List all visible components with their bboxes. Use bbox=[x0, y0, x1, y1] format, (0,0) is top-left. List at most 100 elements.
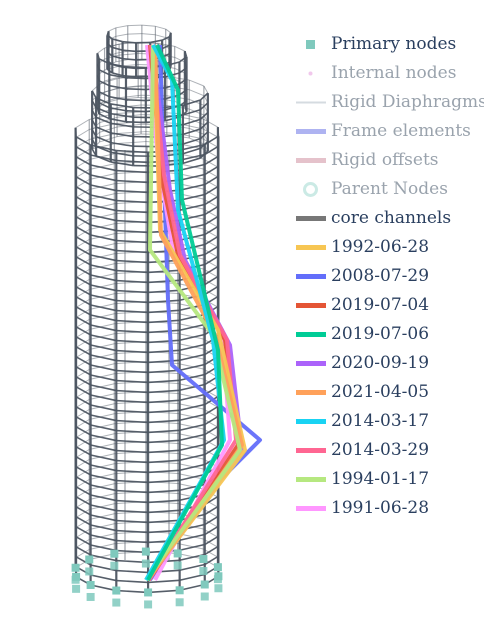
frame-beam bbox=[90, 234, 117, 242]
legend-item-2014-03-29[interactable]: 2014-03-29 bbox=[290, 436, 480, 465]
legend-label: Rigid offsets bbox=[331, 150, 439, 170]
legend-item-parent-nodes[interactable]: Parent Nodes bbox=[290, 175, 480, 204]
frame-beam bbox=[75, 556, 92, 566]
legend-item-2019-07-04[interactable]: 2019-07-04 bbox=[290, 291, 480, 320]
legend-item-1994-01-17[interactable]: 1994-01-17 bbox=[290, 465, 480, 494]
frame-beam bbox=[179, 423, 205, 432]
frame-beam bbox=[90, 324, 117, 332]
frame-beam bbox=[75, 179, 90, 189]
legend-item-rigid-diaphragms[interactable]: Rigid Diaphragms bbox=[290, 88, 484, 117]
primary-node bbox=[200, 580, 209, 589]
legend-item-rigid-offsets[interactable]: Rigid offsets bbox=[290, 146, 480, 175]
frame-beam bbox=[90, 384, 117, 392]
frame-beam bbox=[75, 226, 92, 236]
frame-beam bbox=[110, 122, 134, 128]
frame-beam bbox=[179, 363, 205, 372]
frame-beam bbox=[75, 306, 92, 316]
frame-beam bbox=[179, 463, 205, 472]
legend-item-2020-09-19[interactable]: 2020-09-19 bbox=[290, 349, 480, 378]
frame-beam bbox=[112, 63, 123, 68]
legend-item-frame-elements[interactable]: Frame elements bbox=[290, 117, 480, 146]
frame-beam bbox=[112, 46, 123, 51]
frame-beam bbox=[116, 259, 149, 264]
frame-beam bbox=[182, 118, 201, 126]
frame-beam bbox=[204, 175, 219, 186]
legend-item-internal-nodes[interactable]: Internal nodes bbox=[290, 59, 480, 88]
legend-label: 2021-04-05 bbox=[331, 382, 430, 402]
frame-beam bbox=[98, 113, 110, 120]
frame-beam bbox=[99, 126, 118, 133]
frame-beam bbox=[177, 392, 204, 400]
frame-beam bbox=[116, 179, 149, 184]
frame-beam bbox=[95, 135, 112, 144]
frame-beam bbox=[116, 199, 149, 204]
frame-beam bbox=[148, 589, 180, 594]
legend-item-primary-nodes[interactable]: Primary nodes bbox=[290, 30, 480, 59]
frame-beam bbox=[90, 544, 117, 552]
frame-beam bbox=[75, 466, 92, 476]
frame-beam bbox=[75, 499, 90, 509]
legend-item-1991-06-28[interactable]: 1991-06-28 bbox=[290, 494, 480, 523]
frame-beam bbox=[125, 76, 146, 80]
legend-item-1992-06-28[interactable]: 1992-06-28 bbox=[290, 233, 480, 262]
legend-swatch-icon bbox=[296, 129, 326, 134]
frame-beam bbox=[90, 514, 117, 522]
frame-beam bbox=[204, 515, 219, 526]
frame-beam bbox=[95, 155, 112, 163]
legend-item-2014-03-17[interactable]: 2014-03-17 bbox=[290, 407, 480, 436]
frame-beam bbox=[90, 254, 117, 262]
frame-beam bbox=[177, 352, 204, 360]
frame-beam bbox=[90, 504, 117, 512]
legend-item-2008-07-29[interactable]: 2008-07-29 bbox=[290, 262, 480, 291]
legend-swatch-icon bbox=[296, 419, 326, 424]
frame-beam bbox=[148, 479, 180, 484]
frame-beam bbox=[90, 404, 117, 412]
legend-swatch-icon bbox=[296, 216, 326, 221]
frame-beam bbox=[90, 584, 117, 592]
frame-beam bbox=[179, 373, 205, 382]
frame-beam bbox=[204, 555, 219, 566]
primary-node bbox=[175, 598, 184, 607]
frame-beam bbox=[125, 120, 146, 124]
legend-item-2021-04-05[interactable]: 2021-04-05 bbox=[290, 378, 480, 407]
frame-beam bbox=[204, 285, 219, 296]
frame-beam bbox=[122, 66, 137, 70]
frame-beam bbox=[75, 539, 90, 549]
frame-beam bbox=[90, 224, 117, 232]
legend-item-core-channels[interactable]: core channels bbox=[290, 204, 480, 233]
frame-beam bbox=[75, 149, 90, 159]
frame-beam bbox=[157, 42, 175, 47]
frame-beam bbox=[95, 126, 112, 134]
frame-beam bbox=[75, 196, 92, 206]
legend-swatch-icon bbox=[296, 448, 326, 453]
legend-label: 2014-03-17 bbox=[331, 411, 430, 431]
frame-beam bbox=[75, 449, 90, 459]
frame-beam bbox=[90, 194, 117, 202]
frame-beam bbox=[90, 184, 117, 192]
frame-beam bbox=[90, 154, 117, 162]
frame-beam bbox=[177, 432, 204, 440]
legend-swatch-icon bbox=[296, 158, 326, 163]
frame-beam bbox=[75, 199, 90, 209]
frame-beam bbox=[116, 359, 149, 364]
frame-beam bbox=[90, 174, 117, 182]
frame-beam bbox=[148, 429, 180, 434]
frame-beam bbox=[90, 354, 117, 362]
frame-beam bbox=[75, 259, 90, 269]
frame-beam bbox=[179, 393, 205, 402]
legend-label: 1994-01-17 bbox=[331, 469, 430, 489]
frame-beam bbox=[90, 454, 117, 462]
frame-beam bbox=[109, 84, 127, 90]
frame-beam bbox=[90, 294, 117, 302]
frame-beam bbox=[90, 204, 117, 212]
legend-item-2019-07-06[interactable]: 2019-07-06 bbox=[290, 320, 480, 349]
frame-beam bbox=[179, 533, 205, 542]
primary-node bbox=[144, 588, 153, 597]
frame-beam bbox=[90, 414, 117, 422]
frame-beam bbox=[75, 309, 90, 319]
frame-beam bbox=[177, 342, 204, 350]
frame-beam bbox=[177, 542, 204, 550]
frame-beam bbox=[141, 33, 156, 36]
frame-beam bbox=[136, 41, 151, 44]
